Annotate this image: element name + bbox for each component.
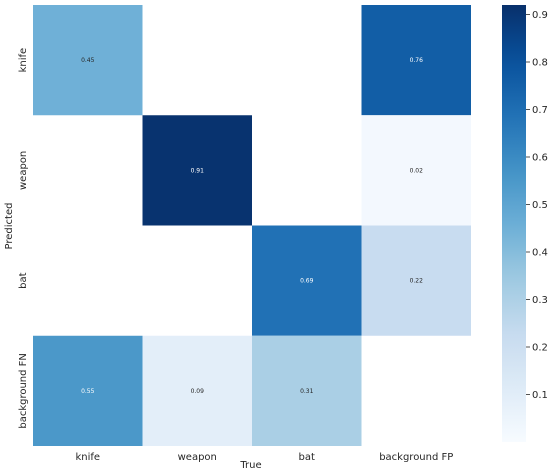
heatmap-cell <box>33 5 143 116</box>
heatmap-cell <box>142 115 252 226</box>
heatmap-cell <box>142 335 252 446</box>
heatmap-cell <box>252 225 362 336</box>
colorbar <box>502 5 526 442</box>
x-tick-label: background FP <box>379 452 453 463</box>
colorbar-tick-label: 0.8 <box>532 58 548 69</box>
colorbar-tick-label: 0.6 <box>532 153 548 164</box>
x-axis-label: True <box>239 460 261 471</box>
heatmap-cell <box>361 5 471 116</box>
cell-value-label: 0.22 <box>410 278 424 285</box>
x-tick-label: knife <box>75 452 100 463</box>
colorbar-tick-label: 0.7 <box>532 105 548 116</box>
x-tick-label: weapon <box>178 452 217 463</box>
cell-value-label: 0.91 <box>191 167 205 174</box>
cell-value-label: 0.76 <box>410 57 424 64</box>
cell-value-label: 0.02 <box>410 167 424 174</box>
heatmap-cells <box>33 5 471 446</box>
x-tick-labels: knife weapon bat background FP <box>75 452 453 463</box>
cell-value-label: 0.45 <box>81 57 95 64</box>
heatmap-cell <box>361 115 471 226</box>
x-tick-label: bat <box>299 452 315 463</box>
heatmap-cell <box>252 335 362 446</box>
colorbar-tick-labels: 0.1 0.2 0.3 0.4 0.5 0.6 0.7 0.8 0.9 <box>526 10 548 401</box>
colorbar-tick-label: 0.5 <box>532 200 548 211</box>
colorbar-tick-label: 0.2 <box>532 343 548 354</box>
cell-value-label: 0.55 <box>81 388 95 395</box>
y-tick-label: knife <box>18 48 29 73</box>
y-tick-label: weapon <box>18 151 29 190</box>
colorbar-tick-label: 0.1 <box>532 390 548 401</box>
cell-value-label: 0.09 <box>191 388 205 395</box>
cell-value-label: 0.69 <box>300 278 314 285</box>
y-axis-label: Predicted <box>4 203 15 250</box>
colorbar-tick-label: 0.9 <box>532 10 548 21</box>
y-tick-label: background FN <box>18 353 29 429</box>
heatmap-cell <box>33 335 143 446</box>
colorbar-tick-label: 0.4 <box>532 248 548 259</box>
y-tick-labels: knife weapon bat background FN <box>18 48 29 429</box>
cell-value-label: 0.31 <box>300 388 314 395</box>
y-tick-label: bat <box>18 272 29 288</box>
colorbar-tick-label: 0.3 <box>532 295 548 306</box>
heatmap-cell-labels: 0.45 0.76 0.91 0.02 0.69 0.22 0.55 0.09 0.31 <box>81 57 423 395</box>
heatmap-cell <box>361 225 471 336</box>
